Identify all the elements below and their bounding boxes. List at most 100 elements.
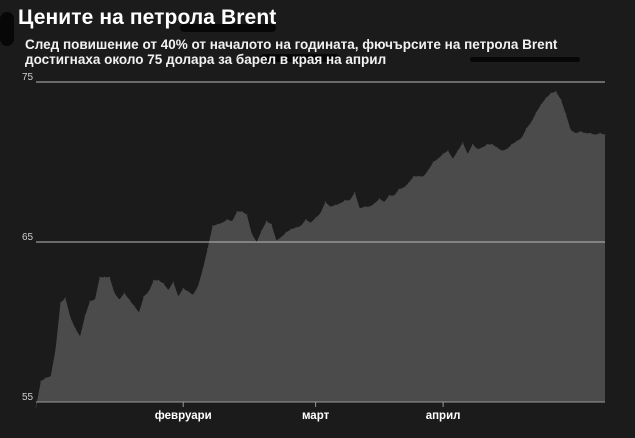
data-point	[550, 92, 552, 94]
data-point	[447, 150, 449, 152]
data-point	[261, 230, 263, 232]
chart-subtitle: След повишение от 40% от началото на год…	[25, 37, 558, 67]
data-point	[521, 137, 523, 139]
data-point	[604, 134, 606, 136]
data-point	[265, 220, 268, 222]
data-point	[408, 182, 410, 184]
data-point	[334, 204, 336, 206]
data-point	[172, 281, 174, 283]
title-scribble	[0, 12, 14, 46]
data-point	[452, 158, 454, 160]
data-point	[74, 327, 76, 329]
data-point	[275, 239, 277, 241]
data-point	[403, 187, 405, 189]
data-point	[226, 219, 228, 221]
data-point	[369, 206, 371, 208]
title-scribble	[180, 24, 276, 32]
data-point	[472, 143, 474, 145]
data-point	[45, 377, 47, 379]
subtitle-scribble	[260, 54, 340, 62]
data-point	[594, 134, 596, 136]
data-point	[388, 195, 390, 197]
data-point	[481, 147, 483, 149]
y-tick-label: 75	[22, 72, 34, 83]
data-point	[545, 97, 547, 99]
data-point	[442, 153, 444, 155]
data-point	[310, 222, 312, 224]
data-point	[506, 148, 508, 150]
data-point	[496, 147, 498, 149]
data-point	[113, 292, 116, 294]
data-point	[501, 150, 503, 152]
data-point	[69, 316, 71, 318]
data-point	[99, 276, 101, 278]
data-point	[212, 225, 214, 227]
data-point	[437, 158, 439, 160]
data-point	[231, 220, 233, 222]
data-point	[413, 175, 415, 177]
data-point	[579, 131, 582, 133]
data-point	[79, 335, 81, 337]
data-point	[197, 286, 199, 288]
data-point	[187, 291, 189, 293]
data-point	[241, 211, 243, 213]
data-point	[128, 299, 130, 301]
data-point	[192, 294, 194, 296]
data-point	[104, 276, 106, 278]
data-point	[118, 299, 120, 301]
data-point	[133, 305, 135, 307]
data-point	[285, 231, 287, 233]
data-point	[40, 380, 42, 382]
data-point	[290, 228, 292, 230]
data-point	[84, 315, 86, 317]
x-tick-label: април	[426, 410, 461, 422]
data-point	[359, 207, 361, 209]
data-point	[349, 199, 351, 201]
data-point	[295, 227, 297, 229]
data-point	[427, 169, 429, 171]
data-point	[324, 201, 326, 203]
data-point	[589, 132, 591, 134]
data-point	[540, 103, 542, 105]
data-point	[167, 289, 169, 291]
data-point	[89, 300, 91, 302]
data-point	[94, 299, 96, 301]
data-point	[525, 127, 528, 129]
data-point	[251, 233, 253, 235]
data-point	[305, 219, 307, 221]
data-point	[221, 222, 223, 224]
data-point	[373, 203, 376, 205]
data-point	[516, 140, 518, 142]
data-point	[393, 195, 395, 197]
data-point	[570, 129, 572, 131]
data-point	[315, 217, 317, 219]
data-point	[143, 295, 145, 297]
data-point	[270, 223, 272, 225]
data-point	[575, 132, 577, 134]
data-point	[344, 199, 346, 201]
data-point	[462, 142, 464, 144]
data-point	[182, 287, 184, 289]
data-point	[422, 175, 425, 177]
data-point	[535, 111, 537, 113]
data-point	[560, 99, 562, 101]
data-point	[354, 191, 356, 193]
data-point	[50, 375, 52, 377]
data-point	[216, 223, 219, 225]
x-tick-label: февруари	[155, 410, 212, 422]
data-point	[207, 247, 209, 249]
y-tick-label: 55	[22, 392, 34, 403]
data-point	[339, 203, 341, 205]
data-point	[491, 143, 493, 145]
data-point	[530, 121, 533, 123]
data-point	[476, 148, 479, 150]
data-point	[467, 153, 469, 155]
subtitle-scribble	[470, 57, 580, 62]
data-point	[280, 236, 282, 238]
data-point	[486, 143, 488, 145]
data-point	[123, 292, 125, 294]
data-point	[109, 276, 111, 278]
data-point	[246, 214, 248, 216]
data-point	[64, 297, 66, 299]
